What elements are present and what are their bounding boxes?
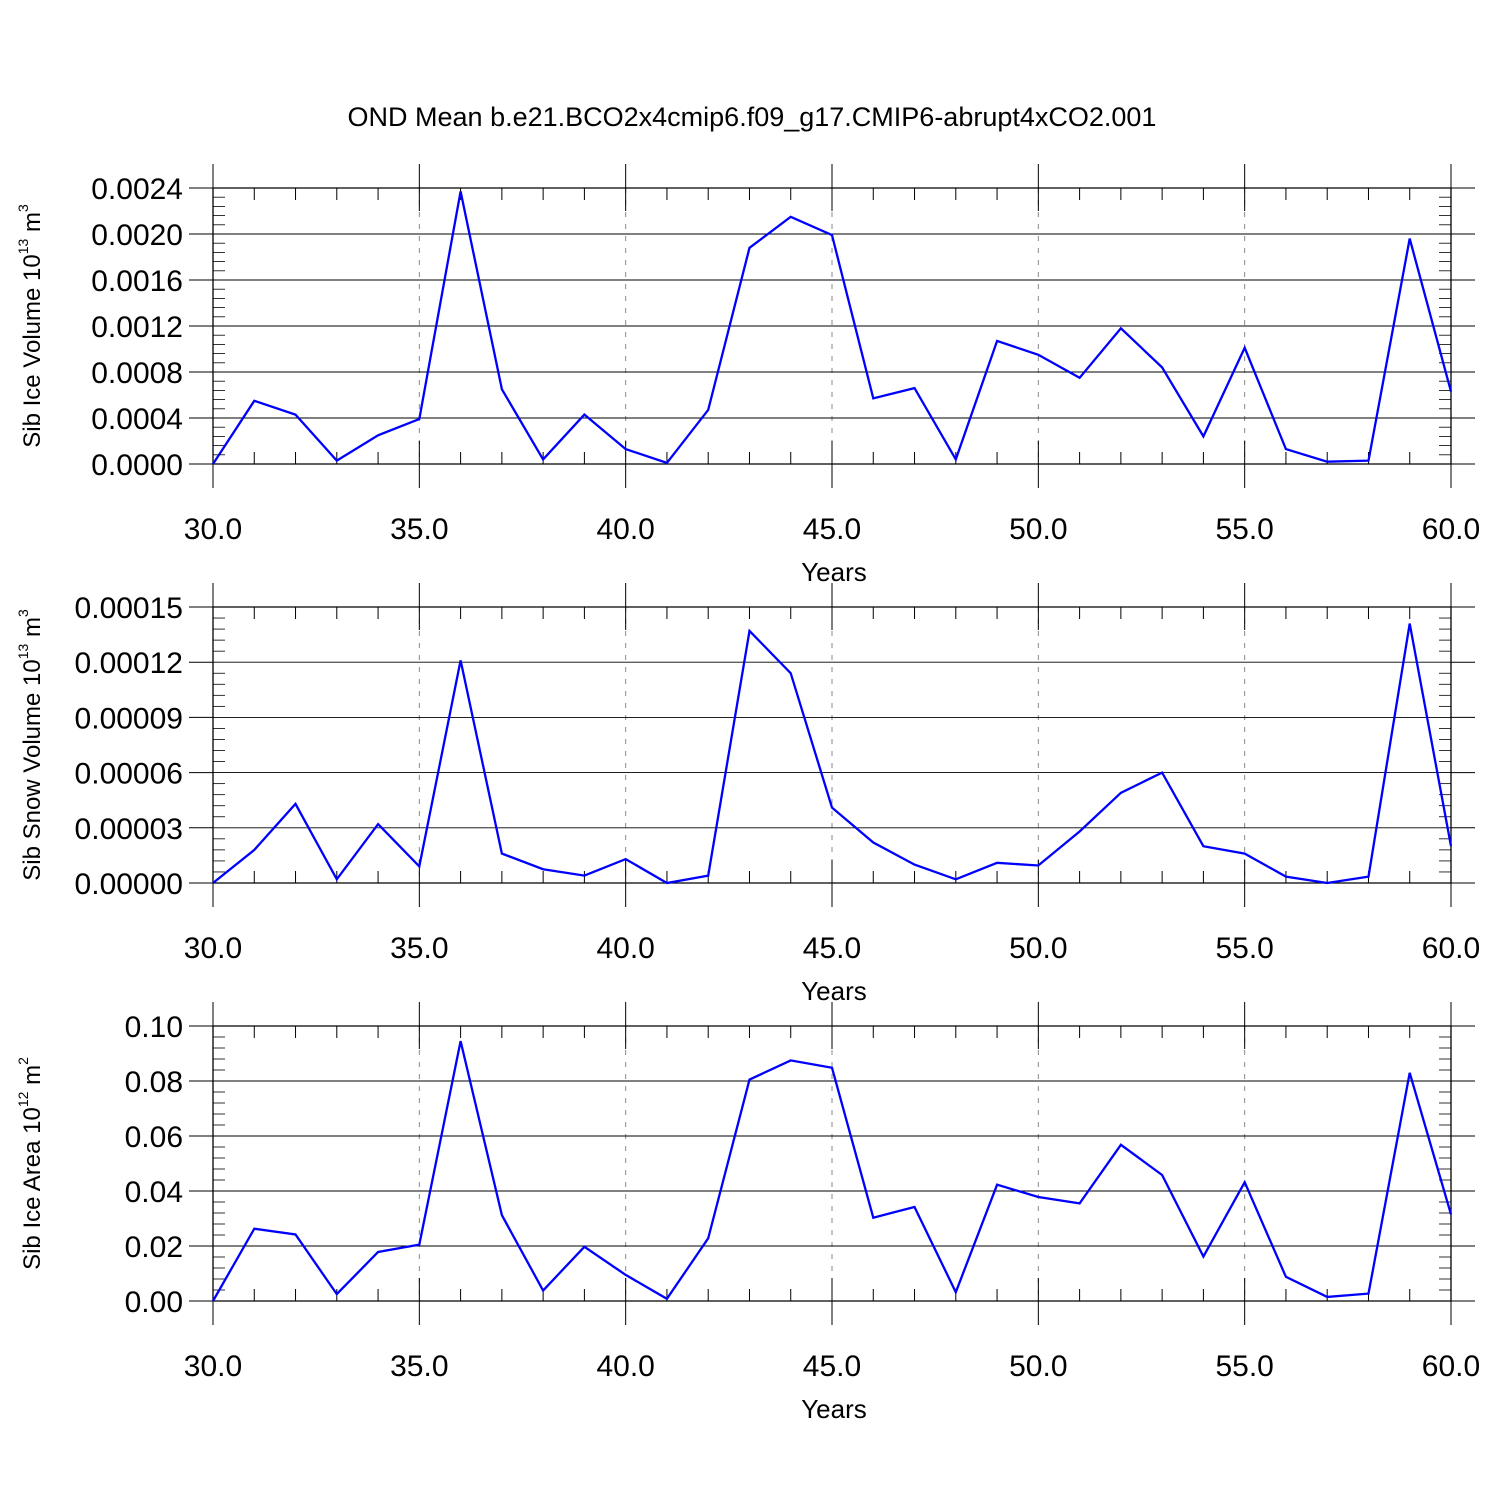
y-tick-label: 0.10 <box>125 1011 183 1044</box>
y-tick-label: 0.0000 <box>91 449 183 482</box>
panel-3: 0.00 0.02 0.04 0.06 0.08 0.10 30.0 35.0 40.0 45.0… <box>15 1002 1480 1424</box>
x-tick-label: 60.0 <box>1422 513 1480 546</box>
y-tick-label: 0.00003 <box>75 813 183 846</box>
y-axis-label: Sib Ice Volume 1013 m3 <box>15 204 46 448</box>
x-tick-label: 50.0 <box>1009 513 1067 546</box>
y-tick-label: 0.0024 <box>91 173 183 206</box>
x-tick-label: 55.0 <box>1215 513 1273 546</box>
y-tick-label: 0.00009 <box>75 702 183 735</box>
y-tick-label: 0.04 <box>125 1176 183 1209</box>
y-tick-label: 0.00 <box>125 1286 183 1319</box>
x-axis-label: Years <box>801 976 867 1006</box>
y-tick-label: 0.02 <box>125 1231 183 1264</box>
y-tick-label: 0.00000 <box>75 868 183 901</box>
y-tick-label: 0.0008 <box>91 357 183 390</box>
y-tick-label: 0.0020 <box>91 219 183 252</box>
x-tick-label: 40.0 <box>596 932 654 965</box>
y-tick-label: 0.00012 <box>75 647 183 680</box>
y-tick-label: 0.0016 <box>91 265 183 298</box>
x-tick-label: 35.0 <box>390 513 448 546</box>
series-line <box>212 623 1453 885</box>
x-tick-label: 30.0 <box>184 1350 242 1383</box>
x-tick-label: 30.0 <box>184 932 242 965</box>
x-tick-label: 35.0 <box>390 1350 448 1383</box>
y-tick-label: 0.00015 <box>75 592 183 625</box>
x-tick-label: 35.0 <box>390 932 448 965</box>
x-tick-label: 45.0 <box>803 1350 861 1383</box>
x-tick-label: 60.0 <box>1422 932 1480 965</box>
x-axis-label: Years <box>801 1394 867 1424</box>
x-tick-label: 40.0 <box>596 513 654 546</box>
x-tick-label: 50.0 <box>1009 932 1067 965</box>
panel-2: 0.00000 0.00003 0.00006 0.00009 0.00012 0.000… <box>15 583 1480 1006</box>
x-tick-label: 40.0 <box>596 1350 654 1383</box>
x-tick-label: 50.0 <box>1009 1350 1067 1383</box>
y-axis-label: Sib Ice Area 1012 m2 <box>15 1057 46 1270</box>
y-tick-label: 0.00006 <box>75 758 183 791</box>
x-tick-label: 30.0 <box>184 513 242 546</box>
x-tick-label: 45.0 <box>803 932 861 965</box>
y-axis-label: Sib Snow Volume 1013 m3 <box>15 609 46 881</box>
x-tick-label: 55.0 <box>1215 1350 1273 1383</box>
y-tick-label: 0.0004 <box>91 403 183 436</box>
x-axis-label: Years <box>801 557 867 587</box>
y-tick-label: 0.06 <box>125 1121 183 1154</box>
x-tick-label: 60.0 <box>1422 1350 1480 1383</box>
x-tick-label: 45.0 <box>803 513 861 546</box>
panel-1: 0.0000 0.0004 0.0008 0.0012 0.0016 0.0020 0.00… <box>15 164 1480 587</box>
y-tick-label: 0.0012 <box>91 311 183 344</box>
chart-title: OND Mean b.e21.BCO2x4cmip6.f09_g17.CMIP6… <box>348 102 1157 132</box>
y-tick-label: 0.08 <box>125 1066 183 1099</box>
series-line <box>212 191 1453 465</box>
series-line <box>212 1040 1453 1302</box>
x-tick-label: 55.0 <box>1215 932 1273 965</box>
